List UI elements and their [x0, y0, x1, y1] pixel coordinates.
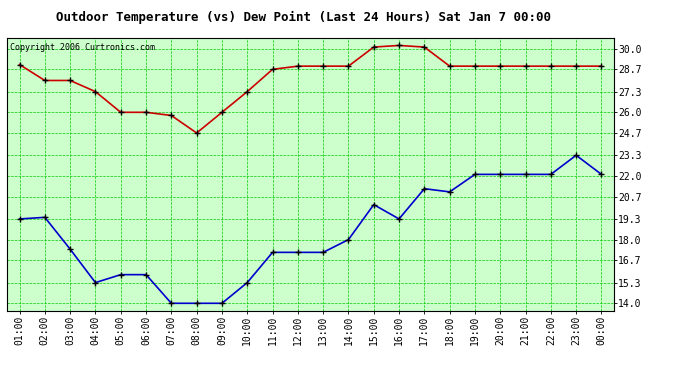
- Text: Copyright 2006 Curtronics.com: Copyright 2006 Curtronics.com: [10, 43, 155, 52]
- Text: Outdoor Temperature (vs) Dew Point (Last 24 Hours) Sat Jan 7 00:00: Outdoor Temperature (vs) Dew Point (Last…: [56, 11, 551, 24]
